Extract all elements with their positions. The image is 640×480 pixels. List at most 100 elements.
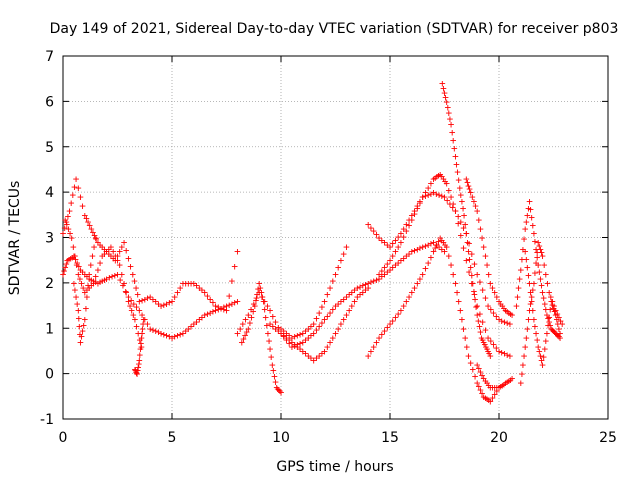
data-point: + — [343, 241, 350, 254]
data-point: + — [313, 352, 320, 365]
data-point: + — [534, 246, 541, 259]
data-point: + — [90, 275, 97, 288]
data-point: + — [78, 277, 85, 290]
data-point: + — [329, 303, 336, 316]
data-point: + — [231, 260, 238, 273]
data-point: + — [129, 268, 136, 281]
data-point: + — [299, 336, 306, 349]
data-point: + — [464, 236, 471, 249]
data-point: + — [267, 318, 274, 331]
data-point: + — [479, 315, 486, 328]
series-track-6: ++++++++++++++++++++++++++++++++++++++++… — [234, 236, 448, 353]
data-point: + — [392, 234, 399, 247]
data-point: + — [524, 322, 531, 335]
data-point: + — [489, 391, 496, 404]
data-point: + — [266, 335, 273, 348]
data-point: + — [75, 312, 82, 325]
data-point: + — [274, 382, 281, 395]
data-point: + — [450, 134, 457, 147]
data-point: + — [525, 202, 532, 215]
data-point: + — [78, 330, 85, 343]
data-point: + — [65, 222, 72, 235]
data-point: + — [136, 295, 143, 308]
series-track-17: +++++++++++++++++++++++++++++++++ — [522, 245, 564, 371]
data-point: + — [435, 235, 442, 248]
data-point: + — [261, 303, 268, 316]
data-point: + — [152, 295, 159, 308]
data-point: + — [430, 236, 437, 249]
data-point: + — [537, 349, 544, 362]
data-point: + — [484, 259, 491, 272]
data-point: + — [103, 272, 110, 285]
data-point: + — [297, 337, 304, 350]
series-track-4: +++++++++++++++++ — [132, 313, 148, 380]
data-point: + — [365, 277, 372, 290]
data-point: + — [528, 290, 535, 303]
data-point: + — [446, 250, 453, 263]
data-point: + — [80, 281, 87, 294]
data-point: + — [271, 370, 278, 383]
data-point: + — [193, 315, 200, 328]
data-point: + — [387, 254, 394, 267]
data-point: + — [422, 262, 429, 275]
data-point: + — [376, 268, 383, 281]
data-point: + — [362, 278, 369, 291]
data-point: + — [381, 261, 388, 274]
data-point: + — [535, 340, 542, 353]
series-track-15: ++++++++++++++++++++++++++++++++++++++++… — [513, 195, 564, 344]
data-point: + — [338, 318, 345, 331]
data-point: + — [441, 245, 448, 258]
data-point: + — [459, 313, 466, 326]
data-point: + — [270, 320, 277, 333]
data-point: + — [538, 246, 545, 259]
data-point: + — [240, 332, 247, 345]
data-point: + — [465, 245, 472, 258]
data-point: + — [428, 251, 435, 264]
data-point: + — [83, 212, 90, 225]
data-point: + — [379, 270, 386, 283]
data-point: + — [476, 320, 483, 333]
data-point: + — [550, 325, 557, 338]
data-point: + — [490, 306, 497, 319]
data-point: + — [550, 302, 557, 315]
data-point: + — [437, 168, 444, 181]
data-point: + — [403, 295, 410, 308]
data-point: + — [525, 313, 532, 326]
data-point: + — [65, 210, 72, 223]
data-point: + — [237, 322, 244, 335]
data-point: + — [177, 328, 184, 341]
data-point: + — [440, 173, 447, 186]
data-point: + — [144, 292, 151, 305]
data-point: + — [73, 173, 80, 186]
data-point: + — [299, 345, 306, 358]
data-point: + — [158, 327, 165, 340]
data-point: + — [483, 340, 490, 353]
y-tick-label: 6 — [45, 94, 54, 110]
data-point: + — [133, 366, 140, 379]
data-point: + — [62, 261, 69, 274]
data-point: + — [537, 243, 544, 256]
data-point: + — [265, 327, 272, 340]
data-point: + — [434, 170, 441, 183]
data-point: + — [319, 301, 326, 314]
data-point: + — [524, 209, 531, 222]
data-point: + — [419, 191, 426, 204]
data-point: + — [519, 253, 526, 266]
data-point: + — [395, 256, 402, 269]
data-point: + — [93, 233, 100, 246]
data-point: + — [134, 364, 141, 377]
data-point: + — [110, 252, 117, 265]
data-point: + — [128, 304, 135, 317]
data-point: + — [259, 290, 266, 303]
data-point: + — [553, 313, 560, 326]
data-point: + — [387, 263, 394, 276]
data-point: + — [543, 303, 550, 316]
data-point: + — [95, 236, 102, 249]
data-point: + — [479, 369, 486, 382]
data-point: + — [133, 301, 140, 314]
data-point: + — [466, 253, 473, 266]
data-point: + — [546, 286, 553, 299]
data-point: + — [442, 91, 449, 104]
data-point: + — [299, 327, 306, 340]
data-point: + — [471, 195, 478, 208]
